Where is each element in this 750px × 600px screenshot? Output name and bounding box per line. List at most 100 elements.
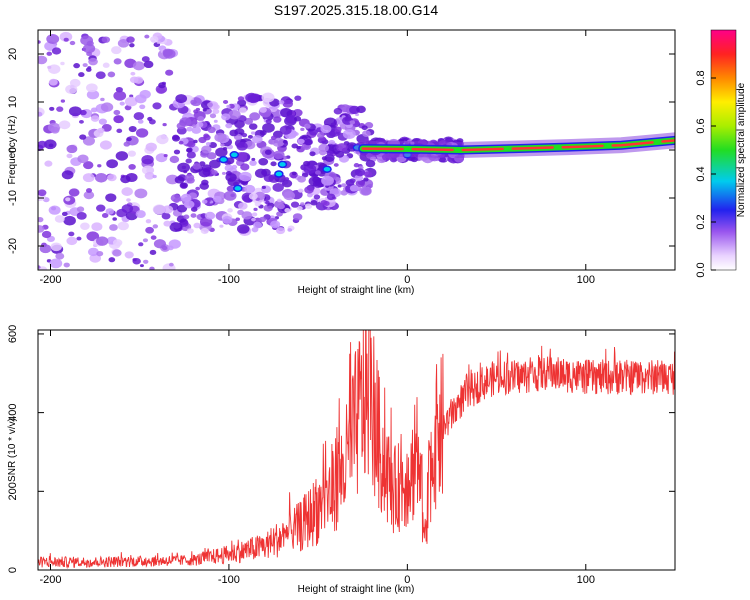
spectrogram-cell (105, 208, 115, 215)
spectrogram-cell (83, 191, 95, 200)
spectrogram-cell (126, 36, 135, 43)
spectrogram-cell (248, 123, 258, 130)
spectrogram-cell (38, 111, 43, 117)
spectrogram-cell (282, 99, 294, 108)
spectrogram-cell (335, 150, 345, 158)
spectrogram-cell (296, 206, 303, 211)
spectrogram-cell (354, 168, 366, 177)
ridge-core (361, 139, 675, 152)
spectrogram-cell (276, 198, 282, 203)
spectrogram-cell (303, 160, 311, 167)
spectrogram-cell (86, 83, 98, 93)
spectrogram-cell (270, 161, 277, 167)
spectrogram-cell (283, 191, 296, 201)
spectrogram-cell (195, 107, 201, 112)
spectrogram-cell (277, 203, 285, 210)
spectrogram-cell (147, 116, 153, 121)
spectrogram-cell (162, 48, 173, 57)
spectrogram-cell (132, 257, 141, 265)
spectrogram-cell (126, 198, 131, 202)
spectrogram-cell (304, 138, 313, 146)
spectrogram-cell (211, 170, 218, 175)
spectrogram-cell (277, 160, 288, 169)
spectrogram-cell (364, 171, 373, 178)
spectrogram-cell (304, 123, 311, 129)
spectrogram-cell (312, 176, 321, 183)
spectrogram-cell (97, 127, 105, 134)
spectrogram-cell (309, 151, 316, 157)
spectrogram-cell (128, 164, 136, 170)
spectrogram-cell (85, 188, 93, 193)
spectrogram-cell (180, 182, 187, 188)
spectrogram-cell (95, 71, 106, 79)
spectrogram-cell (197, 116, 205, 122)
spectrogram-cell (410, 156, 418, 163)
spectrogram-cell (123, 141, 131, 147)
spectrogram-cell (112, 239, 123, 247)
spectrogram-cell (152, 224, 159, 229)
spectrogram-cell (86, 231, 100, 242)
spectrogram-cell (91, 222, 103, 231)
spectrogram-cell (261, 92, 275, 103)
spectrogram-cell (111, 46, 122, 55)
spectrogram-cell (60, 99, 66, 103)
spectrogram-cell (186, 151, 196, 159)
spectrogram-cell (149, 249, 157, 256)
spectrogram-cell (223, 190, 237, 201)
spectrogram-cell (362, 130, 371, 138)
spectrogram-cell (124, 96, 138, 107)
spectrogram-cell (355, 179, 365, 188)
spectrogram-cell (200, 227, 209, 235)
x-tick-label: -100 (218, 574, 240, 586)
spectrogram-cell (152, 174, 157, 179)
spectrogram-cell (203, 133, 210, 139)
spectrogram-cell (306, 192, 313, 198)
spectrogram-cell (354, 174, 364, 182)
spectrogram-cell (247, 134, 253, 139)
spectrogram-cell (192, 163, 201, 170)
spectrogram-cell (185, 158, 192, 164)
spectrogram-cell (47, 122, 61, 133)
spectrogram-cell (137, 119, 144, 124)
spectrogram-cell (324, 154, 335, 162)
spectrogram-cell (273, 150, 285, 160)
spectrogram-cell (300, 202, 305, 206)
spectrogram-cell (236, 224, 250, 234)
spectrogram-cell (177, 162, 191, 173)
spectrogram-cell (251, 135, 263, 144)
spectrogram-cell (165, 69, 174, 76)
spectrogram-cell (51, 47, 62, 55)
y-tick-label: 0 (7, 147, 19, 153)
spectrogram-cell (120, 175, 131, 184)
spectrogram-cell (244, 184, 256, 194)
spectrogram-cell (97, 164, 102, 168)
spectrogram-cell (328, 139, 336, 146)
spectrogram-cell (353, 163, 360, 168)
spectrogram-cell (236, 141, 248, 151)
spectrogram-cell (102, 62, 110, 68)
spectrogram-cell (303, 164, 317, 175)
spectrogram-cell (150, 235, 157, 240)
spectrogram-cell (222, 146, 228, 151)
spectrogram-cell (313, 194, 321, 200)
spectrogram-cell (38, 55, 48, 65)
spectrogram-cell (294, 116, 302, 122)
colorbar-tick-label: 0.2 (695, 214, 707, 229)
spectrogram-cell (267, 205, 273, 210)
spectrogram-cell (281, 179, 293, 188)
spectrogram-cell (108, 257, 116, 263)
spectrogram-cell (292, 213, 303, 221)
spectrogram-cell (186, 126, 193, 132)
spectrogram-cell (228, 103, 235, 109)
spectrogram-cell (134, 188, 148, 199)
spectrogram-cell (237, 96, 245, 102)
spectrogram-cell (162, 122, 167, 127)
spectrogram-cell (241, 211, 253, 220)
spectrogram-cell (145, 142, 157, 152)
spectrogram-cell (226, 185, 235, 192)
spectrogram-cell (206, 152, 217, 160)
spectrogram-cell (139, 104, 146, 110)
spectrogram-cell (144, 34, 150, 39)
spectrogram-cell (280, 108, 293, 118)
spectrogram-cell (201, 199, 208, 204)
